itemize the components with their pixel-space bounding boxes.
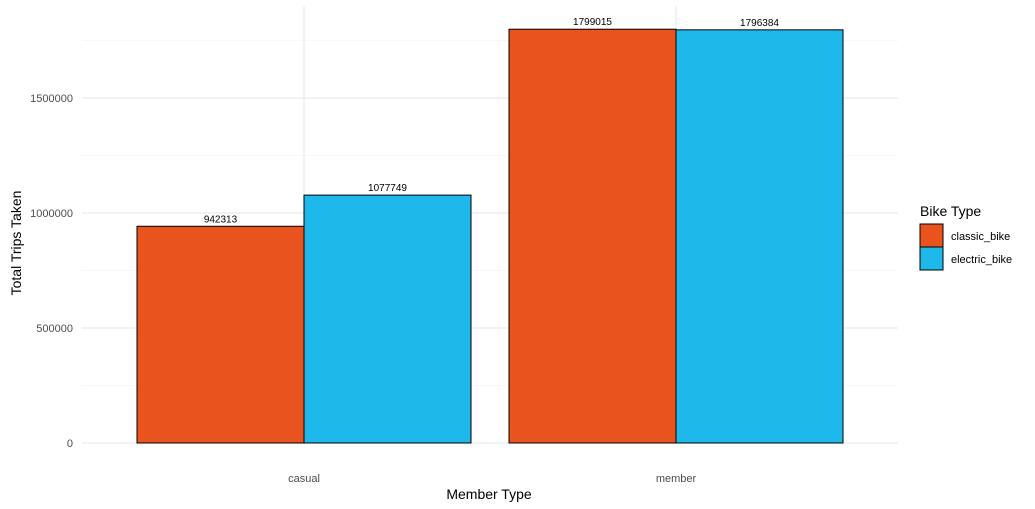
bar-member-electric_bike [675, 29, 844, 444]
legend-key-classic_bike [919, 223, 944, 248]
legend-title: Bike Type [920, 203, 981, 219]
data-label-member-classic_bike: 1799015 [573, 17, 612, 28]
legend-label-electric_bike: electric_bike [951, 254, 1012, 266]
x-tick-label: casual [288, 473, 320, 485]
bar-casual-electric_bike [303, 194, 472, 444]
data-label-casual-classic_bike: 942313 [204, 214, 238, 225]
y-axis-title: Total Trips Taken [8, 191, 24, 296]
y-tick-label: 0 [67, 438, 73, 450]
data-label-member-electric_bike: 1796384 [740, 18, 779, 29]
legend-label-classic_bike: classic_bike [951, 231, 1010, 243]
bar-casual-classic_bike [136, 225, 305, 444]
x-axis-title: Member Type [446, 486, 532, 502]
legend-key-electric_bike [919, 246, 944, 271]
data-label-casual-electric_bike: 1077749 [368, 183, 407, 194]
bars [136, 28, 844, 444]
legend: Bike Type classic_bike electric_bike [919, 203, 1012, 271]
x-axis-ticks: casual member [288, 473, 696, 485]
x-tick-label: member [656, 473, 697, 485]
y-tick-label: 1500000 [30, 93, 73, 105]
bar-member-classic_bike [508, 28, 677, 444]
y-axis-ticks: 0 500000 1000000 1500000 [30, 93, 73, 450]
y-tick-label: 500000 [36, 323, 73, 335]
y-tick-label: 1000000 [30, 208, 73, 220]
data-labels: 942313 1077749 1799015 1796384 [204, 17, 780, 225]
